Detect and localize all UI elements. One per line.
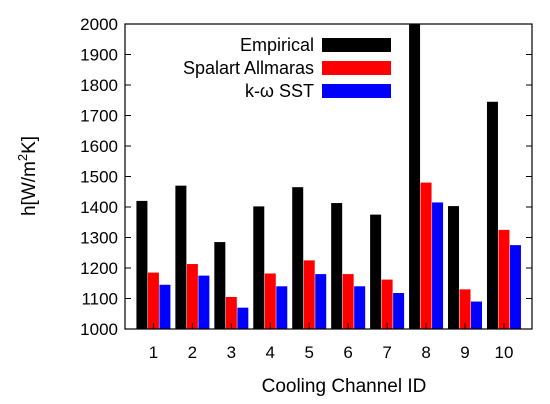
y-axis-title-superscript: 2 [15,154,30,161]
bar-series-3 [198,275,210,329]
y-axis-title-unit: K] [19,136,40,154]
bar-series-2 [186,264,198,329]
x-tick-label: 6 [343,343,352,362]
y-tick-label: 1300 [80,229,118,248]
y-axis-title-main: h[W/m [19,161,40,216]
y-tick-label: 1900 [80,46,118,65]
bar-series-3 [393,293,405,329]
x-tick-label: 2 [188,343,197,362]
x-tick-label: 4 [266,343,275,362]
bar-series-3 [509,245,521,329]
y-axis: 1000 1100 1200 1300 1400 1500 1600 1700 1800 1900… [80,15,532,339]
x-tick-label: 7 [382,343,391,362]
x-tick-label: 10 [494,343,513,362]
y-tick-label: 2000 [80,15,118,34]
bar-series-1 [486,101,498,330]
bar-series-1 [136,200,148,329]
y-tick-label: 1200 [80,259,118,278]
y-tick-label: 1500 [80,168,118,187]
y-axis-title: h[W/m2K] [15,136,40,216]
legend-label: k-ω SST [245,81,314,101]
bar-series-2 [303,260,315,329]
bar-series-2 [225,296,237,329]
bar-series-2 [264,273,276,329]
bar-series-1 [409,24,421,329]
x-axis: 1 2 3 4 5 6 7 8 9 10 [149,323,513,362]
bar-series-3 [354,286,366,329]
x-tick-label: 1 [149,343,158,362]
bar-series-3 [432,202,444,329]
bar-series-2 [147,272,159,329]
bar-series-3 [471,301,483,329]
bar-series-1 [214,242,226,329]
bar-series-1 [370,214,382,329]
y-tick-label: 1800 [80,76,118,95]
bar-series-2 [459,289,471,329]
y-tick-label: 1100 [81,290,118,309]
bar-series-2 [420,182,432,329]
bar-series-2 [498,229,510,329]
bar-series-3 [159,284,171,329]
y-tick-label: 1700 [80,107,118,126]
legend-swatch [322,38,391,52]
bar-series-1 [448,206,460,329]
bar-series-2 [342,274,354,329]
legend-label: Spalart Allmaras [183,58,314,78]
bar-series-3 [276,286,288,329]
bar-series-1 [253,206,265,329]
legend-swatch [322,84,391,98]
legend: Empirical Spalart Allmaras k-ω SST [183,35,391,101]
x-tick-label: 8 [421,343,430,362]
bar-series-1 [331,203,343,329]
y-tick-label: 1600 [80,137,118,156]
bars-group [136,24,521,330]
bar-series-2 [381,279,393,329]
x-tick-label: 3 [227,343,236,362]
y-tick-label: 1400 [80,198,118,217]
legend-swatch [322,61,391,75]
legend-label: Empirical [240,35,314,55]
x-tick-label: 9 [460,343,469,362]
x-tick-label: 5 [304,343,313,362]
bar-series-1 [175,185,187,329]
bar-series-1 [292,187,304,329]
bar-series-3 [315,274,327,329]
x-axis-title: Cooling Channel ID [262,376,427,397]
bar-series-3 [237,307,249,329]
y-tick-label: 1000 [80,320,118,339]
